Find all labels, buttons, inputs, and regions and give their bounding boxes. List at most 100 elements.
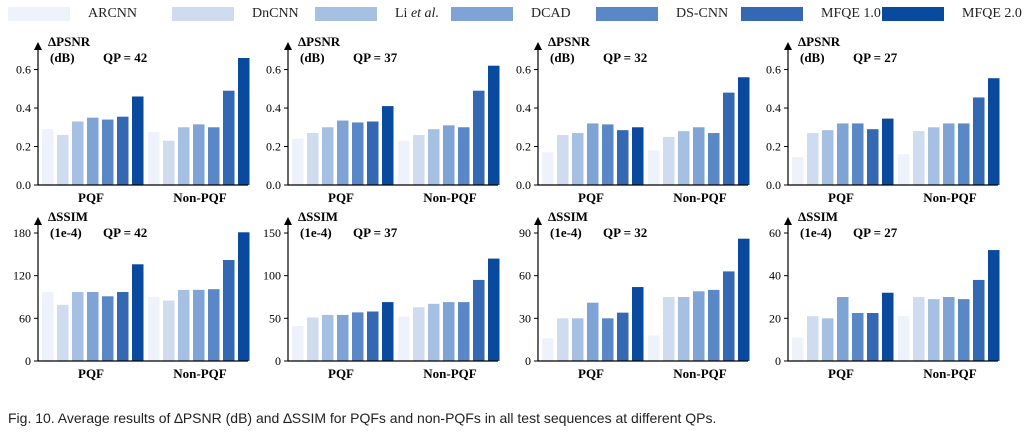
y-tick-label: 60 [19,311,31,325]
bar-5-1-1 [42,292,54,361]
y-tick-label: 0.2 [266,140,281,154]
bar-6-2-7 [488,258,500,361]
legend-swatch-mfqe2 [882,7,944,21]
legend-label-li-name: Li [395,6,411,21]
bar-2-2-3 [428,129,440,185]
bar-6-1-3 [322,314,334,361]
legend-swatch-dscnn [596,7,658,21]
bar-6-1-6 [367,311,379,361]
bar-7-1-5 [602,318,614,361]
legend-swatch-li [315,7,377,21]
bar-3-2-3 [678,131,690,185]
metric-label: ΔSSIM [48,209,88,224]
legend-swatch-arcnn [8,7,70,21]
category-label: Non-PQF [423,190,477,205]
chart-panel-6: 0 50 100 150 PQF Non-PQF ΔSSIM(1e-4) QP = 37 [263,209,500,381]
bar-5-2-1 [148,297,160,361]
bar-8-2-4 [943,297,955,361]
legend-swatch-dcad [451,7,513,21]
legend-label-dncnn: DnCNN [252,6,299,21]
bar-4-1-4 [837,123,849,185]
metric-label: ΔPSNR [298,34,341,49]
chart-panel-2: 0.0 0.2 0.4 0.6 PQF Non-PQF ΔPSNR(dB) QP = 37 [266,34,500,205]
category-label: Non-PQF [923,190,977,205]
chart-panel-3: 0.0 0.2 0.4 0.6 PQF Non-PQF ΔPSNR(dB) QP = 32 [516,34,750,205]
bar-4-1-7 [882,118,894,185]
bar-4-2-2 [913,131,925,185]
y-tick-label: 40 [769,269,781,283]
bar-6-2-2 [413,307,425,361]
y-tick-label: 0.6 [16,63,31,77]
y-tick-label: 0 [25,354,31,368]
unit-label: (dB) [300,50,325,65]
bar-4-1-2 [807,133,819,185]
bar-1-2-7 [238,58,250,185]
bar-7-2-2 [663,297,675,361]
bar-2-1-6 [367,121,379,185]
bar-5-2-4 [193,289,205,361]
bar-5-2-3 [178,289,190,361]
bar-5-2-7 [238,232,250,361]
legend-label-dscnn: DS-CNN [676,6,729,21]
qp-label: QP = 37 [353,225,398,240]
y-tick-label: 180 [13,226,31,240]
bar-8-2-3 [928,299,940,361]
bar-2-2-2 [413,134,425,185]
y-tick-label: 0.4 [516,101,531,115]
bar-4-1-5 [852,123,864,185]
qp-label: QP = 37 [353,50,398,65]
metric-label: ΔSSIM [298,209,338,224]
bar-1-2-4 [193,124,205,185]
legend-label-li-etal: et al. [410,6,439,21]
bar-6-2-3 [428,303,440,361]
y-axis-arrow [284,42,292,50]
chart-panel-1: 0.0 0.2 0.4 0.6 PQF Non-PQF ΔPSNR(dB) QP = 42 [16,34,250,205]
bar-1-2-2 [163,140,175,185]
bar-3-1-7 [632,127,644,185]
category-label: Non-PQF [173,366,227,381]
bar-6-2-4 [443,302,455,361]
y-tick-label: 0.6 [766,63,781,77]
category-label: PQF [578,190,604,205]
y-tick-label: 20 [769,311,781,325]
category-label: Non-PQF [673,190,727,205]
legend-label-arcnn: ARCNN [88,6,138,21]
y-axis-arrow [534,217,542,225]
legend-swatch-mfqe1 [741,7,803,21]
legend-label-mfqe1: MFQE 1.0 [821,6,881,21]
bar-8-1-7 [882,292,894,361]
bar-1-1-6 [117,116,129,185]
y-tick-label: 0.4 [766,101,781,115]
bar-3-1-2 [557,134,569,185]
bar-3-2-5 [708,133,720,185]
metric-label: ΔPSNR [48,34,91,49]
bar-3-1-5 [602,124,614,185]
bar-2-2-1 [398,140,410,185]
bar-8-1-5 [852,313,864,361]
category-label: Non-PQF [923,366,977,381]
bar-1-1-3 [72,121,84,185]
bar-4-2-5 [958,123,970,185]
metric-label: ΔSSIM [548,209,588,224]
unit-label: (1e-4) [800,225,832,240]
bar-8-2-1 [898,316,910,361]
y-tick-label: 120 [13,269,31,283]
bar-5-1-3 [72,292,84,361]
bar-7-2-6 [723,271,735,361]
category-label: PQF [328,190,354,205]
y-tick-label: 0.2 [766,140,781,154]
bar-8-1-1 [792,337,804,361]
y-axis-arrow [534,42,542,50]
bar-1-1-7 [132,96,144,185]
y-tick-label: 30 [519,311,531,325]
bar-5-1-2 [57,304,69,361]
category-label: PQF [78,190,104,205]
bar-8-1-3 [822,318,834,361]
bar-8-1-2 [807,316,819,361]
bar-4-1-3 [822,130,834,185]
bar-6-2-1 [398,316,410,361]
bar-2-1-1 [292,138,304,185]
bar-8-2-2 [913,297,925,361]
chart-panel-7: 0 30 60 90 PQF Non-PQF ΔSSIM(1e-4) QP = 32 [519,209,750,381]
y-tick-label: 60 [519,269,531,283]
